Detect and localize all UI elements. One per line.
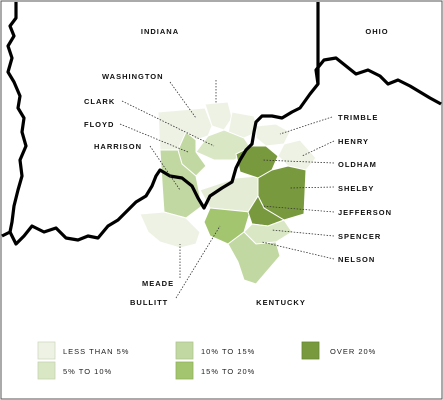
- county-label-nelson: NELSON: [338, 255, 375, 264]
- county-label-washington: WASHINGTON: [102, 72, 164, 81]
- ohio-river-border: [1, 56, 442, 246]
- wabash-border: [6, 2, 28, 233]
- legend-swatch: [37, 341, 56, 360]
- legend-item: OVER 20%: [301, 341, 376, 360]
- leader-lines: [119, 80, 335, 299]
- legend-item: 10% TO 15%: [175, 341, 255, 360]
- county-shapes: [139, 101, 317, 285]
- county-label-jefferson: JEFFERSON: [338, 208, 392, 217]
- county-label-henry: HENRY: [338, 137, 369, 146]
- legend-item: 5% TO 10%: [37, 361, 112, 380]
- legend-label: LESS THAN 5%: [63, 347, 129, 356]
- county-scott: [204, 101, 233, 131]
- legend-item: LESS THAN 5%: [37, 341, 129, 360]
- legend: LESS THAN 5% 5% TO 10% 10% TO 15% 15% TO…: [37, 341, 376, 380]
- county-label-floyd: FLOYD: [84, 120, 114, 129]
- county-label-spencer: SPENCER: [338, 232, 381, 241]
- legend-swatch: [175, 361, 194, 380]
- state-label-indiana: INDIANA: [141, 27, 179, 36]
- county-label-meade: MEADE: [142, 279, 174, 288]
- leader-clark: [121, 100, 215, 147]
- legend-item: 15% TO 20%: [175, 361, 255, 380]
- leader-shelby: [289, 186, 335, 189]
- state-borders: [1, 2, 442, 246]
- county-label-clark: CLARK: [84, 97, 115, 106]
- state-label-kentucky: KENTUCKY: [256, 298, 306, 307]
- county-label-shelby: SHELBY: [338, 184, 374, 193]
- county-label-bullitt: BULLITT: [130, 298, 168, 307]
- county-label-harrison: HARRISON: [94, 142, 142, 151]
- county-meade: [139, 211, 201, 249]
- legend-label: 5% TO 10%: [63, 367, 112, 376]
- leader-jefferson: [261, 205, 335, 213]
- county-labels: WASHINGTON CLARK FLOYD HARRISON MEADE BU…: [84, 72, 392, 307]
- leader-nelson: [261, 241, 335, 260]
- state-label-ohio: OHIO: [365, 27, 388, 36]
- leader-trimble: [279, 116, 333, 135]
- legend-label: OVER 20%: [330, 347, 376, 356]
- leader-bullitt: [175, 225, 221, 299]
- leader-oldham: [261, 159, 335, 164]
- county-label-trimble: TRIMBLE: [338, 113, 378, 122]
- county-jefferson-in: [227, 111, 259, 139]
- leader-floyd: [119, 123, 189, 153]
- county-nelson: [227, 231, 281, 285]
- legend-swatch: [37, 361, 56, 380]
- legend-swatch: [301, 341, 320, 360]
- legend-swatch: [175, 341, 194, 360]
- county-label-oldham: OLDHAM: [338, 160, 377, 169]
- legend-label: 15% TO 20%: [201, 367, 255, 376]
- leader-spencer: [271, 229, 335, 237]
- county-oldham: [235, 145, 279, 179]
- leader-washington: [169, 81, 197, 119]
- legend-label: 10% TO 15%: [201, 347, 255, 356]
